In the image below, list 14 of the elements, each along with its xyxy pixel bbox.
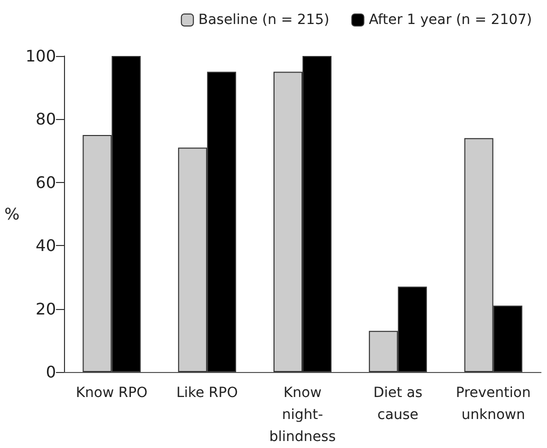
- y-tick-label: 60: [36, 172, 56, 192]
- legend-label: Baseline (n = 215): [198, 12, 330, 28]
- x-tick-label: Like RPO: [176, 385, 238, 401]
- x-tick-label: Know night- blindness: [269, 385, 336, 445]
- legend-label: After 1 year (n = 2107): [368, 12, 532, 28]
- x-tick-label: Diet as cause: [373, 385, 422, 423]
- x-tick-label: Know RPO: [76, 385, 148, 401]
- y-tick-label: 20: [36, 299, 56, 318]
- y-tick-label: 40: [36, 236, 56, 256]
- y-tick-label: 100: [25, 46, 56, 66]
- y-tick-label: 0: [46, 362, 56, 382]
- y-tick-label: 80: [36, 110, 56, 129]
- y-axis-title: %: [4, 204, 20, 224]
- x-tick-label: Prevention unknown: [456, 385, 531, 423]
